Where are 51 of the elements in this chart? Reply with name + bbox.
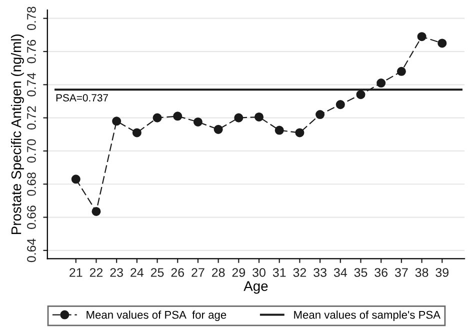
point [71,174,80,184]
y-tick-label: 0.64 [27,238,36,262]
point [193,117,202,126]
y-tick-label: 0.74 [27,72,36,96]
x-tick-label: 25 [150,268,164,277]
point [132,128,142,138]
x-axis-title: Age [244,281,268,294]
legend-label: Mean values of sample's PSA [294,310,440,321]
y-tick-label: 0.68 [27,172,36,196]
point [92,206,101,216]
point [254,112,264,122]
y-tick-label: 0.72 [27,106,36,130]
x-tick-label: 29 [232,268,246,277]
x-tick-label: 26 [171,268,184,277]
x-tick-label: 37 [394,268,408,277]
x-tick-label: 27 [192,268,204,277]
x-tick-label: 38 [415,268,428,277]
point [234,113,244,122]
x-tick-label: 34 [334,268,347,277]
point [417,32,426,42]
point [214,124,223,134]
x-tick-label: 39 [436,268,448,277]
y-tick-label: 0.78 [27,6,36,30]
point [173,112,182,121]
point [152,113,162,122]
y-axis-title: Prostate Specific Antigen (ng/ml) [10,34,24,234]
point [274,126,284,135]
legend-label: Mean values of PSA for age [86,310,226,321]
point [376,78,386,88]
annotation: PSA=0.737 [56,94,108,102]
x-tick-label: 35 [354,268,368,277]
point [336,100,345,110]
point [356,90,366,100]
point [295,128,304,138]
y-tick-label: 0.70 [27,139,36,163]
y-tick-label: 0.66 [27,206,36,229]
x-tick-label: 30 [252,268,266,277]
point [316,110,325,120]
y-tick-label: 0.76 [27,40,36,64]
x-tick-label: 21 [70,268,82,277]
x-tick-label: 24 [130,268,144,277]
x-tick-label: 36 [374,268,388,277]
x-tick-label: 32 [293,268,306,277]
x-tick-label: 33 [314,268,326,277]
x-tick-label: 28 [212,268,225,277]
x-tick-label: 23 [110,268,123,277]
point [438,38,447,48]
x-tick-label: 22 [90,268,103,277]
point [112,116,122,126]
x-tick-label: 31 [272,268,286,277]
point [396,66,406,76]
